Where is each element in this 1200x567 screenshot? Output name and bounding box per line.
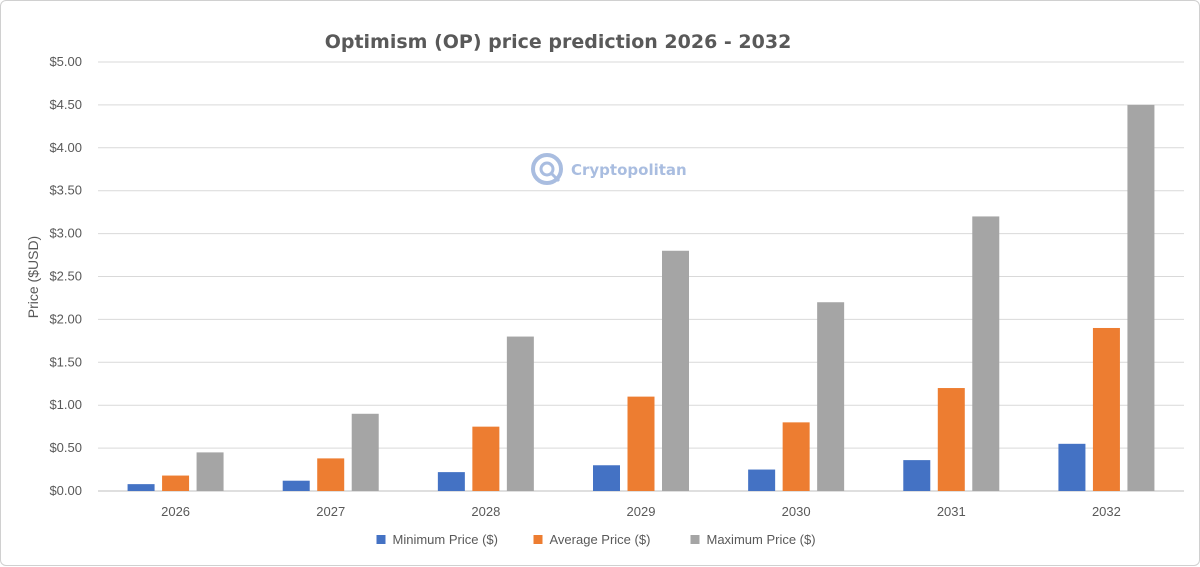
bar-2031-series-2 [937,388,965,491]
legend-swatch [376,535,386,544]
y-tick-label: $2.50 [49,269,82,284]
x-tick-label: 2028 [471,504,500,519]
x-tick-label: 2030 [782,504,811,519]
y-tick-label: $0.50 [49,440,82,455]
bar-2028-series-1 [437,472,465,491]
bar-2026-series-3 [196,452,224,491]
legend-label: Average Price ($) [550,532,651,547]
y-tick-label: $4.50 [49,97,82,112]
bar-2030-series-1 [748,469,776,491]
cryptopolitan-logo-icon [531,153,563,185]
x-axis: 2026 2027 2028 2029 2030 2031 2032 [161,504,1121,519]
y-tick-label: $5.00 [49,54,82,69]
y-tick-label: $3.00 [49,226,82,241]
bar-2029-series-2 [627,396,655,491]
y-tick-label: $1.50 [49,354,82,369]
x-tick-label: 2026 [161,504,190,519]
y-tick-label: $2.00 [49,311,82,326]
y-tick-label: $0.00 [49,483,82,498]
gridlines: $0.00 $0.50 $1.00 $1.50 $2.00 $2.50 $3.00 $3.50… [49,54,1184,498]
y-tick-label: $4.00 [49,140,82,155]
bar-2029-series-1 [593,465,620,491]
watermark: Cryptopolitan [531,153,687,185]
x-tick-label: 2031 [937,504,966,519]
bar-2027-series-3 [351,413,379,491]
bar-2028-series-3 [506,336,534,491]
legend-label: Maximum Price ($) [707,532,816,547]
y-axis-label: Price ($USD) [25,236,41,318]
bar-2031-series-3 [972,216,1000,491]
chart-title: Optimism (OP) price prediction 2026 - 20… [325,31,792,53]
x-tick-label: 2027 [316,504,345,519]
x-tick-label: 2029 [627,504,656,519]
legend-swatch [690,535,700,544]
bar-2032-series-3 [1127,104,1155,492]
bar-2026-series-1 [127,484,155,491]
bar-2029-series-3 [662,250,689,491]
bar-2030-series-3 [817,302,845,491]
legend-swatch [533,535,543,544]
bars [127,104,1155,492]
bar-2031-series-1 [903,460,931,491]
y-tick-label: $1.00 [49,397,82,412]
bar-2027-series-2 [317,458,345,491]
bar-2026-series-2 [162,475,190,491]
bar-2027-series-1 [282,480,310,491]
bar-2028-series-2 [472,426,500,491]
watermark-text: Cryptopolitan [571,161,687,179]
y-tick-label: $3.50 [49,183,82,198]
legend-label: Minimum Price ($) [393,532,498,547]
bar-2030-series-2 [782,422,810,491]
legend: Minimum Price ($) Average Price ($) Maximu… [376,532,816,547]
x-tick-label: 2032 [1092,504,1121,519]
bar-2032-series-2 [1092,327,1120,491]
bar-2032-series-1 [1058,443,1086,491]
